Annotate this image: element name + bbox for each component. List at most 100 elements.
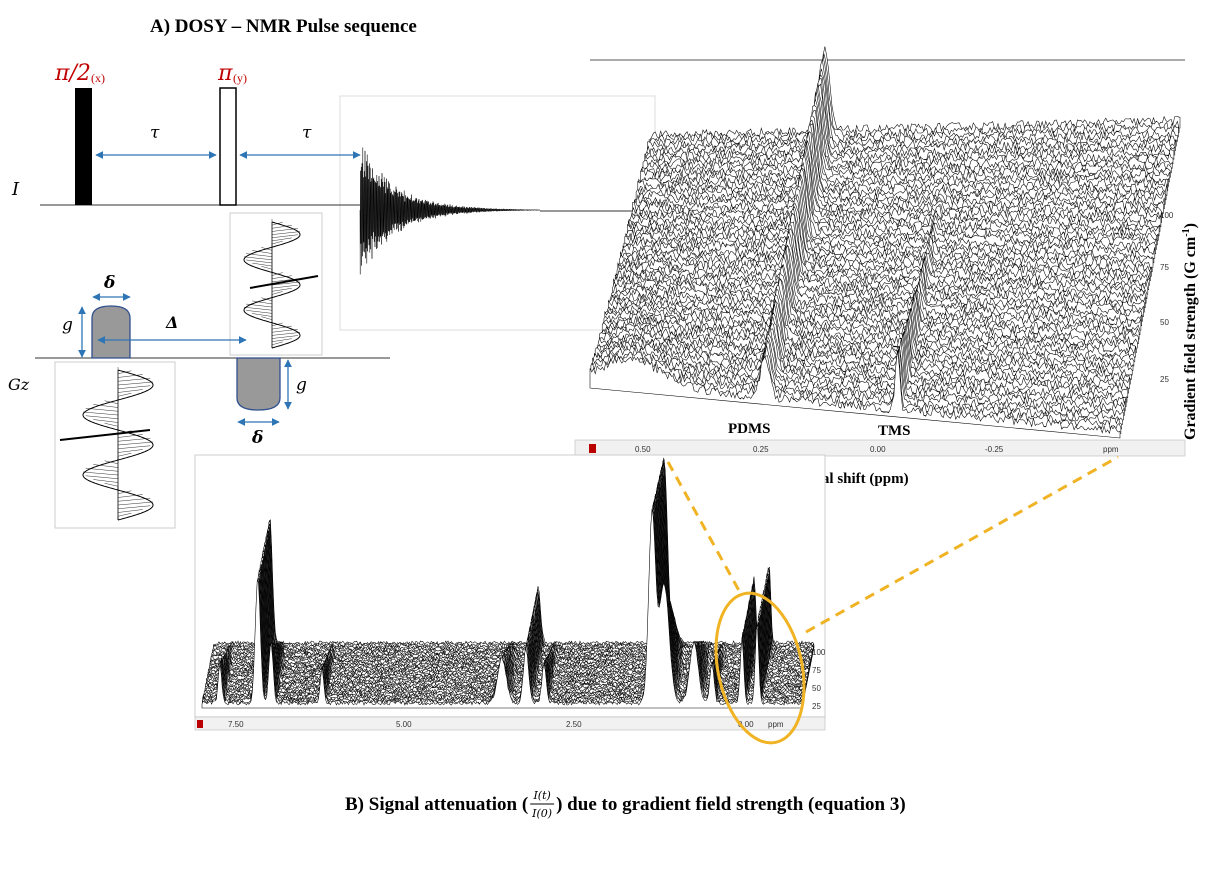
fid-trace: [359, 147, 541, 275]
spectrum-trace: [638, 110, 1169, 190]
spectrum-trace: [589, 350, 1121, 439]
caption: B) Signal attenuation ( I(t) I(0) ) due …: [345, 789, 906, 820]
helix-spoke: [271, 335, 298, 339]
spectrum-trace: [645, 74, 1176, 162]
x-tick-label: -0.25: [985, 445, 1004, 454]
y-tick-label: 50: [812, 684, 821, 693]
spin-helices: [59, 219, 319, 521]
axis-bar: [194, 716, 826, 731]
helix-spoke: [117, 385, 151, 389]
helix-spoke: [117, 381, 154, 386]
y-tick-label: 100: [812, 648, 826, 657]
helix-spoke: [117, 445, 151, 449]
spectrum-trace: [634, 131, 1165, 210]
spectrum-trace: [621, 198, 1152, 277]
helix-spoke: [246, 259, 273, 264]
spectrum-trace: [648, 53, 1180, 147]
x-tick-label: 5.00: [396, 720, 412, 729]
spectrum-trace: [641, 88, 1173, 176]
spectrum-trace: [636, 119, 1168, 197]
peak-label: PDMS: [728, 421, 771, 437]
helix-spoke: [243, 256, 273, 261]
helix-spoke: [271, 275, 292, 279]
x-unit: ppm: [768, 720, 784, 729]
helix-spoke: [271, 240, 283, 245]
helix-spoke: [93, 479, 119, 483]
helix-spoke: [85, 415, 119, 419]
helix-spoke: [82, 411, 119, 416]
spectrum-trace: [633, 131, 1164, 214]
helix-spoke: [252, 300, 273, 305]
spin-vector: [249, 275, 319, 289]
helix-spoke: [117, 494, 143, 498]
helix-spoke: [271, 332, 301, 336]
helix-spoke: [246, 310, 273, 314]
helix-panel: [54, 361, 176, 529]
helix-spoke: [117, 449, 143, 453]
helix-spoke: [85, 475, 119, 479]
helix-spoke: [117, 505, 151, 509]
helix-spoke: [271, 291, 283, 295]
helix-spoke: [271, 325, 292, 330]
dosy-surface-bottom: [201, 457, 815, 709]
helix-spoke: [117, 513, 132, 517]
spectrum-trace: [649, 46, 1181, 144]
helix-spoke: [271, 338, 292, 342]
spectrum-trace: [201, 508, 803, 709]
pulse-90-label: π/2: [54, 61, 91, 86]
spectrum-trace: [625, 173, 1156, 255]
axis-bar: [574, 439, 1186, 457]
helix-spoke: [104, 483, 119, 487]
delay-label: τ: [302, 123, 312, 143]
y-tick-label: 25: [812, 702, 821, 711]
helix-spoke: [252, 250, 273, 254]
helix: [82, 369, 154, 521]
spectrum-trace: [606, 272, 1137, 353]
helix-spoke: [93, 404, 119, 408]
rf-channel-label: I: [11, 179, 20, 200]
helix-spoke: [271, 225, 292, 229]
spectrum-trace: [595, 326, 1127, 407]
x-tick-label: 7.50: [228, 720, 244, 729]
helix-spoke: [271, 281, 301, 286]
y-tick-label: 100: [1160, 211, 1174, 220]
helix-spoke: [117, 393, 132, 397]
helix-spoke: [243, 306, 273, 311]
strength-label: g: [296, 375, 307, 395]
gradient-lobe: [91, 305, 131, 359]
axis-marker: [589, 444, 596, 453]
helix-spoke: [117, 509, 143, 513]
x-tick-label: 0.00: [870, 445, 886, 454]
y-tick-label: 50: [1160, 318, 1169, 327]
helix-spoke: [271, 341, 283, 346]
helix-spoke: [261, 316, 273, 320]
pulse-180-label: π: [217, 61, 233, 86]
x-tick-label: 2.50: [566, 720, 582, 729]
caption-denominator: I(0): [531, 807, 552, 820]
helix-spoke: [271, 284, 298, 289]
axis-marker: [197, 720, 203, 728]
helix-spoke: [117, 389, 143, 393]
spectrum-trace: [647, 59, 1178, 154]
spin-vector: [59, 429, 151, 441]
pulse-90: [75, 88, 92, 205]
spectrum-trace: [602, 289, 1134, 371]
spectrum-trace: [601, 297, 1132, 380]
caption-text: B) Signal attenuation (: [345, 794, 528, 815]
caption-numerator: I(t): [532, 789, 550, 802]
fid-signal: [359, 147, 541, 275]
figure-title: A) DOSY – NMR Pulse sequence: [150, 16, 417, 37]
helix-spoke: [117, 453, 132, 457]
duration-label: δ: [251, 428, 263, 448]
helix-spoke: [252, 262, 273, 267]
y-tick-label: 75: [812, 666, 821, 675]
y-tick-label: 25: [1160, 375, 1169, 384]
helix-spoke: [117, 501, 154, 506]
x-unit: ppm: [1103, 445, 1119, 454]
delay-label: τ: [150, 123, 160, 143]
strength-label: g: [62, 315, 73, 335]
helix-spoke: [271, 237, 292, 242]
pulse-90-phase: (x): [91, 71, 105, 85]
helix-spoke: [271, 288, 292, 292]
